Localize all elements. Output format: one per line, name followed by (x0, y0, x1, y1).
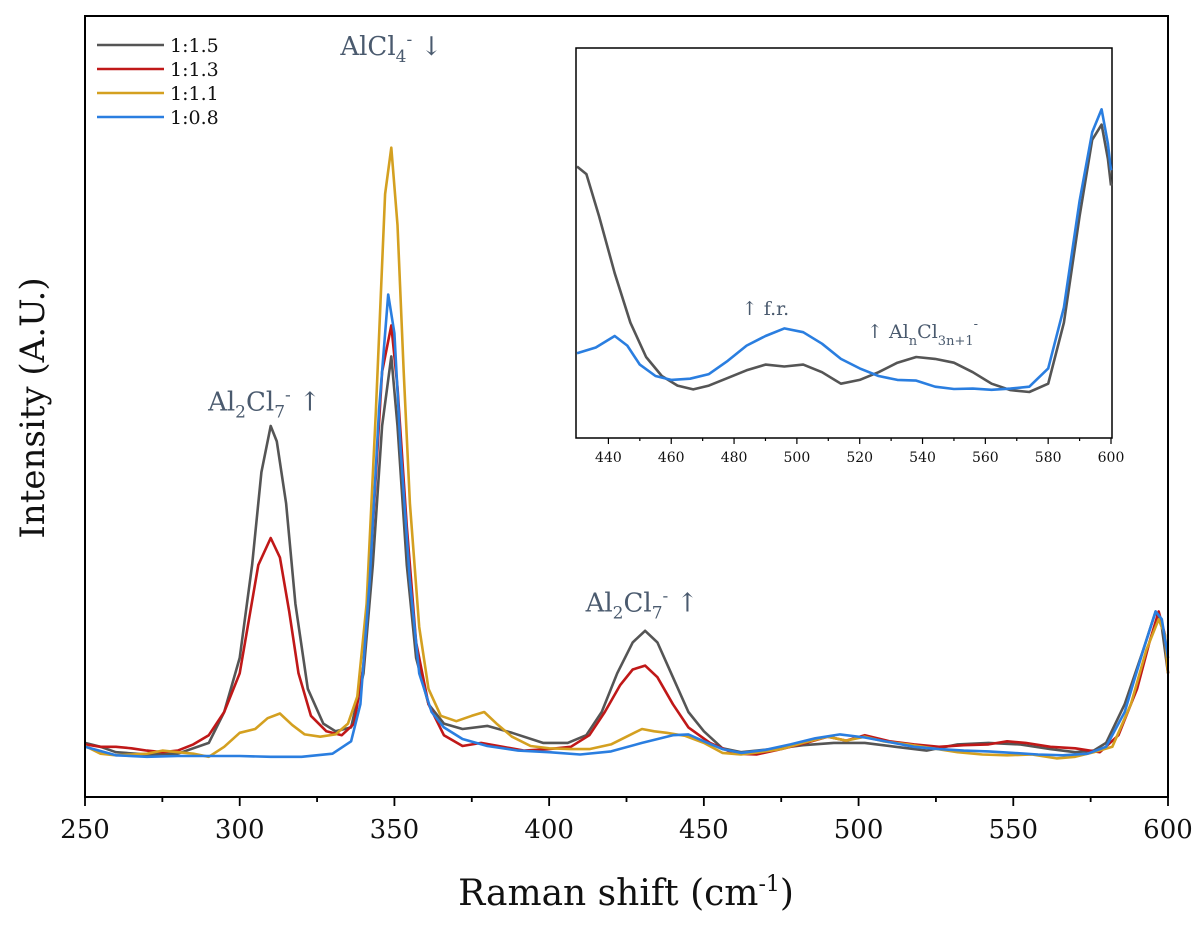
inset-annotations: ↑ f.r. ↑ AlnCl3n+1- (742, 298, 978, 349)
annotation-label: ↑ AlnCl3n+1- (867, 317, 978, 349)
inset-x-tick-label: 440 (595, 450, 622, 466)
legend-label: 1:0.8 (170, 107, 219, 129)
x-tick-label: 550 (988, 815, 1038, 845)
x-tick-label: 250 (60, 815, 110, 845)
inset-x-tick-label: 600 (1098, 450, 1125, 466)
inset-series-line-1 (576, 123, 1113, 394)
inset-x-tick-label: 540 (909, 450, 936, 466)
annotation-label: AlCl4- ↓ (339, 30, 442, 67)
main-plot-series (84, 146, 1170, 760)
inset-frame (575, 47, 1113, 439)
legend-label: 1:1.3 (170, 59, 219, 81)
annotation-label: ↑ f.r. (742, 298, 789, 320)
x-axis-ticks: 250 300 350 400 450 500 550 600 (60, 797, 1193, 845)
inset-x-tick-label: 500 (784, 450, 811, 466)
x-tick-label: 300 (215, 815, 265, 845)
x-tick-label: 600 (1143, 815, 1193, 845)
inset-x-tick-label: 480 (721, 450, 748, 466)
annotation-label: Al2Cl7- ↑ (585, 586, 699, 623)
inset-x-tick-label: 460 (658, 450, 685, 466)
series-line-4 (84, 293, 1170, 759)
series-line-1 (84, 355, 1170, 756)
x-tick-label: 400 (524, 815, 574, 845)
x-tick-label: 500 (834, 815, 884, 845)
series-line-2 (84, 324, 1170, 756)
y-axis-title: Intensity (A.U.) (13, 277, 53, 538)
legend-label: 1:1.5 (170, 35, 219, 57)
legend-label: 1:1.1 (170, 83, 219, 105)
series-line-3 (84, 146, 1170, 760)
inset-series-line-2 (576, 108, 1113, 392)
x-tick-label: 350 (370, 815, 420, 845)
main-annotations: Al2Cl7- ↑ AlCl4- ↓ Al2Cl7- ↑ (207, 30, 698, 624)
inset-x-tick-label: 580 (1035, 450, 1062, 466)
annotation-label: Al2Cl7- ↑ (207, 386, 321, 423)
inset-x-axis-ticks: 440 460 480 500 520 540 560 580 600 (595, 438, 1124, 466)
inset-plot-series (576, 108, 1113, 394)
legend: 1:1.51:1.31:1.11:0.8 (97, 35, 219, 129)
x-tick-label: 450 (679, 815, 729, 845)
inset-x-tick-label: 560 (972, 450, 999, 466)
x-axis-title: Raman shift (cm-1) (458, 872, 794, 914)
inset-x-tick-label: 520 (846, 450, 873, 466)
